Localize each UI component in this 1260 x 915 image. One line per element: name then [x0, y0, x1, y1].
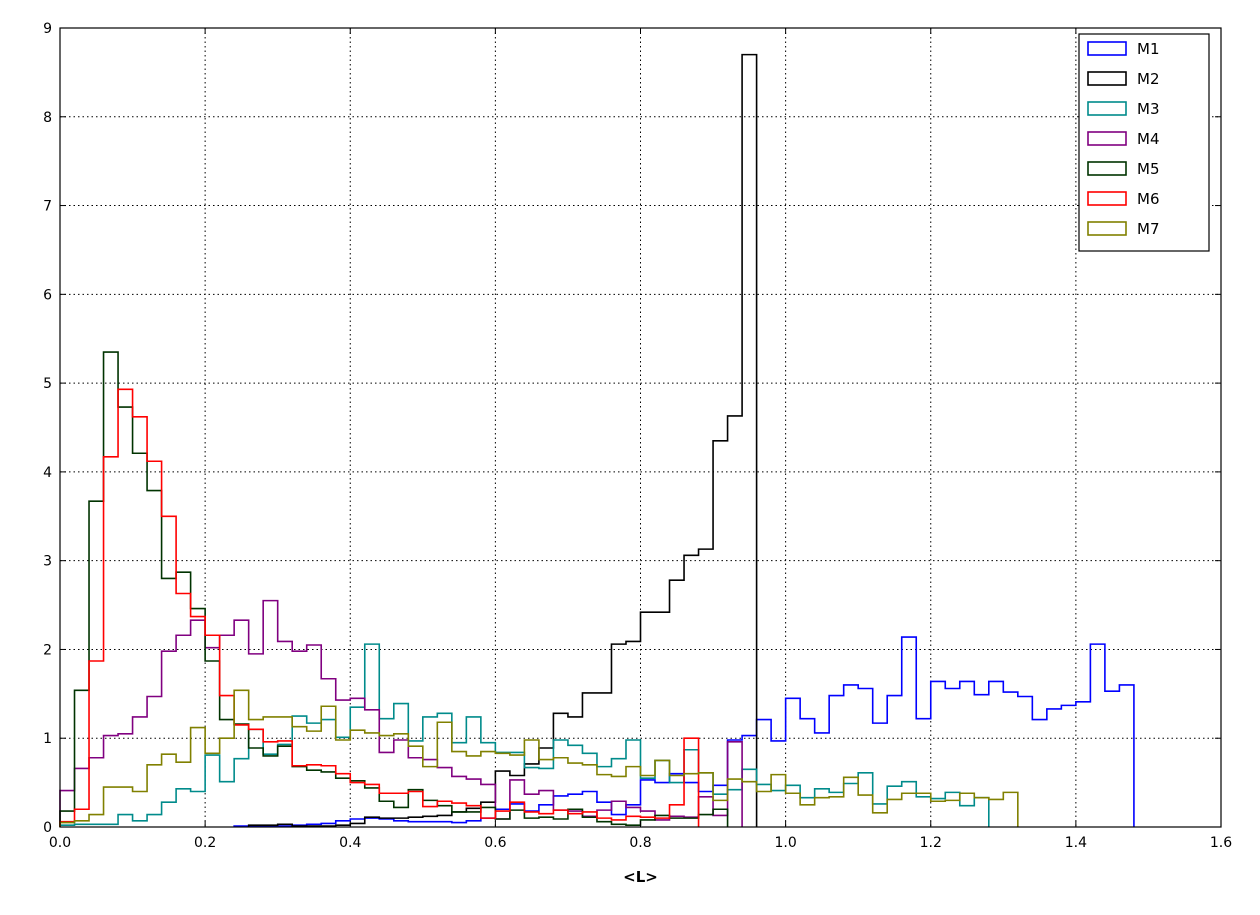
series-m2-step [247, 53, 758, 827]
x-tick-label: 0.4 [339, 835, 361, 851]
y-tick-label: 3 [43, 554, 52, 570]
legend-label-m2: M2 [1137, 70, 1160, 88]
series-m3-step [59, 643, 990, 827]
legend-box [1078, 33, 1210, 252]
x-tick-label: 1.6 [1210, 835, 1232, 851]
grid-lines [60, 28, 1221, 827]
legend-label-m6: M6 [1137, 190, 1160, 208]
series-m7-step [59, 689, 1019, 827]
y-tick-label: 4 [43, 465, 52, 481]
y-tick-label: 1 [43, 731, 52, 747]
tick-layer: 0.0 0.2 0.4 0.6 0.8 1.0 1.2 1.4 1.6 0 1 2 3 4 5 6 7 8 9 [43, 21, 1232, 851]
y-tick-label: 8 [43, 110, 52, 126]
y-tick-label: 2 [43, 642, 52, 658]
legend-swatch-m6 [1087, 191, 1127, 206]
legend: M1 M2 M3 M4 M5 M6 M7 [1078, 33, 1210, 252]
series-m6-step [59, 388, 700, 827]
legend-swatch-m1 [1087, 41, 1127, 56]
y-tick-label: 0 [43, 820, 52, 836]
legend-label-m1: M1 [1137, 40, 1160, 58]
series-m5-step [59, 351, 729, 827]
y-tick-label: 7 [43, 199, 52, 215]
x-axis-label: <L> [623, 868, 658, 886]
legend-swatch-m4 [1087, 131, 1127, 146]
x-tick-label: 0.0 [49, 835, 71, 851]
y-tick-label: 9 [43, 21, 52, 37]
legend-label-m3: M3 [1137, 100, 1160, 118]
series-m4-step [59, 599, 743, 827]
legend-label-m7: M7 [1137, 220, 1160, 238]
series-layer [59, 53, 1135, 827]
legend-swatch-m5 [1087, 161, 1127, 176]
x-tick-label: 1.4 [1065, 835, 1087, 851]
x-tick-label: 1.2 [920, 835, 942, 851]
x-tick-label: 0.8 [629, 835, 651, 851]
legend-label-m5: M5 [1137, 160, 1160, 178]
legend-swatch-m2 [1087, 71, 1127, 86]
legend-label-m4: M4 [1137, 130, 1160, 148]
x-tick-label: 0.6 [484, 835, 506, 851]
y-tick-label: 5 [43, 376, 52, 392]
legend-swatch-m3 [1087, 101, 1127, 116]
x-tick-label: 1.0 [774, 835, 796, 851]
legend-swatch-m7 [1087, 221, 1127, 236]
x-tick-label: 0.2 [194, 835, 216, 851]
y-tick-label: 6 [43, 287, 52, 303]
